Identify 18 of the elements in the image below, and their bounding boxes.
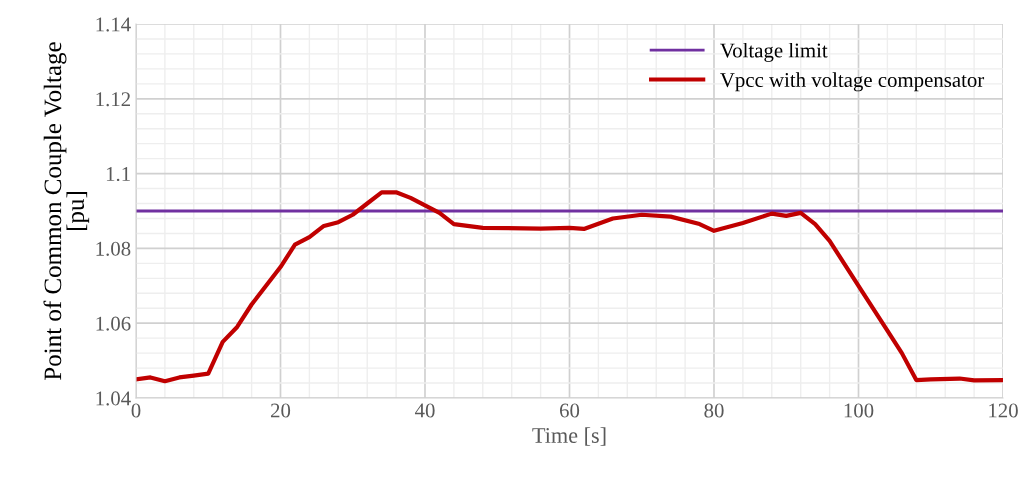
y-tick-label: 1.12 <box>96 92 130 107</box>
x-tick-label: 100 <box>844 403 874 418</box>
y-tick-label: 1.04 <box>96 391 131 406</box>
y-tick-label: 1.1 <box>106 167 130 182</box>
x-tick-label: 120 <box>989 403 1018 418</box>
x-axis-title: Time [s] <box>532 427 606 446</box>
y-axis-title: Point of Common Couple Voltage [pu] <box>43 42 90 380</box>
x-tick-label: 40 <box>414 403 435 418</box>
legend-label: Voltage limit <box>720 42 828 62</box>
x-tick-label: 80 <box>704 403 724 418</box>
x-tick-label: 0 <box>131 403 141 418</box>
y-tick-label: 1.14 <box>96 17 131 32</box>
x-tick-label: 20 <box>271 403 291 418</box>
line-series <box>136 190 1003 384</box>
y-tick-label: 1.06 <box>96 316 131 331</box>
legend-label: Vpcc with voltage compensator <box>720 72 985 92</box>
x-tick-label: 60 <box>559 403 580 418</box>
y-tick-label: 1.08 <box>96 241 131 256</box>
